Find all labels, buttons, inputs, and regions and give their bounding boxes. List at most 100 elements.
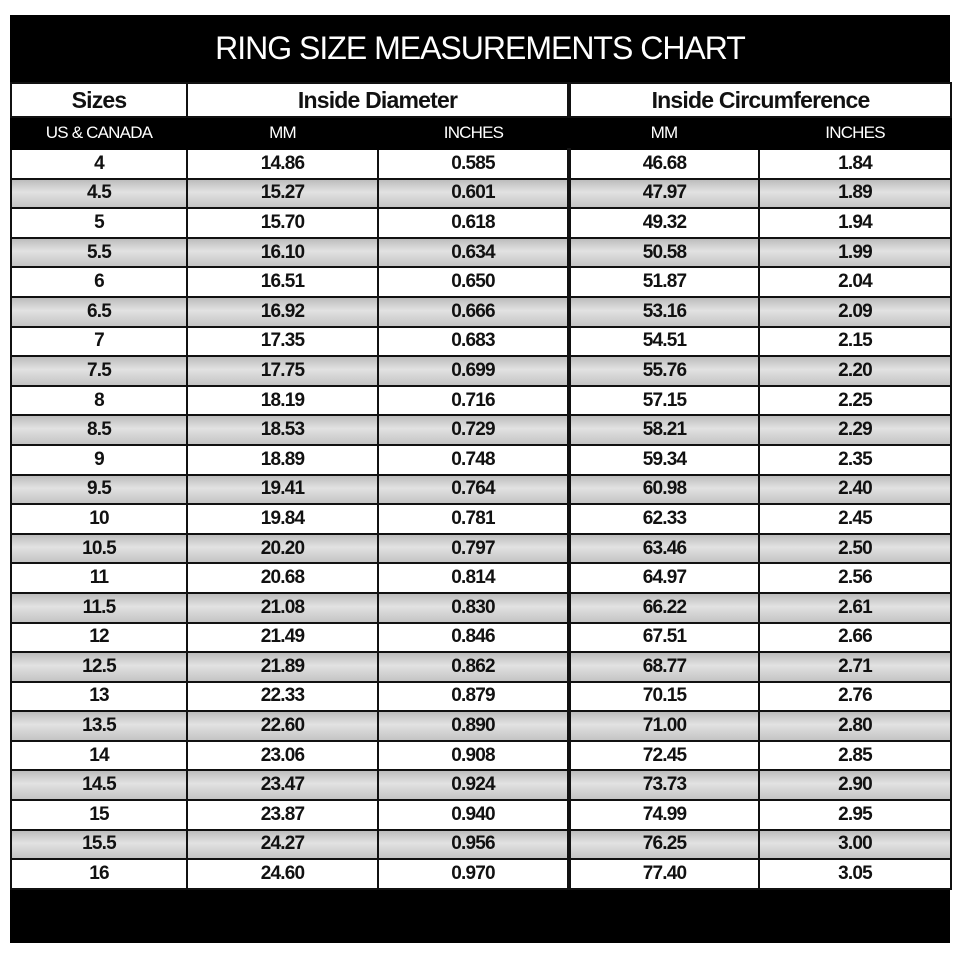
table-row: 9.5 19.41 0.764 60.98 2.40 xyxy=(10,473,953,506)
subheader-diameter-inches: INCHES xyxy=(376,116,571,150)
cell-circumference-mm: 72.45 xyxy=(568,739,761,772)
cell-diameter-inches: 0.716 xyxy=(376,384,572,417)
cell-circumference-inches: 1.89 xyxy=(758,177,953,210)
cell-size: 10 xyxy=(10,503,188,535)
chart-title: RING SIZE MEASUREMENTS CHART xyxy=(215,30,746,66)
cell-circumference-inches: 1.84 xyxy=(758,148,953,180)
header-sizes: Sizes xyxy=(10,82,188,118)
table-row: 4 14.86 0.585 46.68 1.84 xyxy=(10,148,953,180)
cell-size: 13.5 xyxy=(10,710,188,742)
cell-diameter-inches: 0.908 xyxy=(376,739,572,772)
cell-diameter-inches: 0.618 xyxy=(376,207,572,239)
cell-diameter-mm: 23.47 xyxy=(186,769,379,802)
table-row: 7.5 17.75 0.699 55.76 2.20 xyxy=(10,355,953,387)
table-row: 6.5 16.92 0.666 53.16 2.09 xyxy=(10,295,953,328)
cell-diameter-inches: 0.683 xyxy=(376,325,572,358)
cell-diameter-mm: 19.41 xyxy=(186,473,379,506)
cell-diameter-mm: 17.35 xyxy=(186,325,379,358)
table-row: 8.5 18.53 0.729 58.21 2.29 xyxy=(10,414,953,446)
cell-circumference-mm: 47.97 xyxy=(568,177,761,210)
cell-diameter-mm: 22.33 xyxy=(186,680,379,713)
cell-diameter-mm: 16.51 xyxy=(186,266,379,298)
table-row: 13.5 22.60 0.890 71.00 2.80 xyxy=(10,710,953,742)
cell-size: 7 xyxy=(10,325,188,358)
cell-diameter-inches: 0.956 xyxy=(376,828,572,861)
cell-diameter-mm: 21.49 xyxy=(186,621,379,654)
cell-circumference-mm: 76.25 xyxy=(568,828,761,861)
table-row: 5.5 16.10 0.634 50.58 1.99 xyxy=(10,236,953,269)
cell-circumference-inches: 2.04 xyxy=(758,266,953,298)
cell-circumference-mm: 73.73 xyxy=(568,769,761,802)
subheader-circumference-inches: INCHES xyxy=(758,116,953,150)
header-inside-diameter: Inside Diameter xyxy=(185,82,572,118)
cell-diameter-inches: 0.879 xyxy=(376,680,572,713)
cell-size: 14 xyxy=(10,739,188,772)
table-row: 11.5 21.08 0.830 66.22 2.61 xyxy=(10,591,953,624)
cell-size: 4.5 xyxy=(10,177,188,210)
cell-diameter-mm: 24.27 xyxy=(186,828,379,861)
cell-circumference-inches: 2.85 xyxy=(758,739,953,772)
cell-size: 8 xyxy=(10,384,188,417)
table-row: 4.5 15.27 0.601 47.97 1.89 xyxy=(10,177,953,210)
table-row: 15.5 24.27 0.956 76.25 3.00 xyxy=(10,828,953,861)
table-row: 9 18.89 0.748 59.34 2.35 xyxy=(10,443,953,476)
cell-circumference-inches: 2.56 xyxy=(758,562,953,594)
cell-circumference-inches: 2.45 xyxy=(758,503,953,535)
cell-circumference-mm: 58.21 xyxy=(568,414,761,446)
table-row: 13 22.33 0.879 70.15 2.76 xyxy=(10,680,953,713)
table-row: 14.5 23.47 0.924 73.73 2.90 xyxy=(10,769,953,802)
cell-circumference-inches: 3.00 xyxy=(758,828,953,861)
cell-diameter-inches: 0.666 xyxy=(376,295,572,328)
cell-circumference-mm: 53.16 xyxy=(568,295,761,328)
cell-circumference-inches: 2.61 xyxy=(758,591,953,624)
cell-diameter-inches: 0.764 xyxy=(376,473,572,506)
cell-circumference-mm: 66.22 xyxy=(568,591,761,624)
cell-circumference-inches: 1.94 xyxy=(758,207,953,239)
cell-circumference-mm: 71.00 xyxy=(568,710,761,742)
sub-header-row: US & CANADA MM INCHES MM INCHES xyxy=(10,116,953,150)
cell-diameter-mm: 16.10 xyxy=(186,236,379,269)
cell-diameter-inches: 0.846 xyxy=(376,621,572,654)
cell-diameter-mm: 23.87 xyxy=(186,799,379,831)
cell-circumference-inches: 2.20 xyxy=(758,355,953,387)
cell-circumference-inches: 2.25 xyxy=(758,384,953,417)
cell-size: 16 xyxy=(10,858,188,890)
cell-circumference-inches: 2.35 xyxy=(758,443,953,476)
cell-circumference-mm: 54.51 xyxy=(568,325,761,358)
cell-diameter-mm: 20.20 xyxy=(186,532,379,565)
header-inside-circumference: Inside Circumference xyxy=(568,82,953,118)
cell-circumference-inches: 2.09 xyxy=(758,295,953,328)
cell-diameter-inches: 0.970 xyxy=(376,858,572,890)
cell-size: 15.5 xyxy=(10,828,188,861)
ring-size-chart: RING SIZE MEASUREMENTS CHART Sizes Insid… xyxy=(10,15,953,943)
cell-circumference-mm: 57.15 xyxy=(568,384,761,417)
cell-diameter-mm: 18.19 xyxy=(186,384,379,417)
cell-size: 4 xyxy=(10,148,188,180)
cell-size: 11 xyxy=(10,562,188,594)
table-row: 10.5 20.20 0.797 63.46 2.50 xyxy=(10,532,953,565)
cell-diameter-inches: 0.830 xyxy=(376,591,572,624)
cell-diameter-inches: 0.797 xyxy=(376,532,572,565)
cell-size: 6.5 xyxy=(10,295,188,328)
cell-diameter-mm: 18.53 xyxy=(186,414,379,446)
cell-diameter-inches: 0.601 xyxy=(376,177,572,210)
cell-diameter-mm: 24.60 xyxy=(186,858,379,890)
cell-circumference-mm: 68.77 xyxy=(568,651,761,683)
table-row: 14 23.06 0.908 72.45 2.85 xyxy=(10,739,953,772)
ring-size-table: Sizes Inside Diameter Inside Circumferen… xyxy=(10,82,953,890)
cell-circumference-inches: 2.95 xyxy=(758,799,953,831)
cell-circumference-mm: 67.51 xyxy=(568,621,761,654)
cell-diameter-mm: 21.08 xyxy=(186,591,379,624)
cell-diameter-inches: 0.940 xyxy=(376,799,572,831)
cell-size: 13 xyxy=(10,680,188,713)
cell-size: 9.5 xyxy=(10,473,188,506)
cell-diameter-inches: 0.634 xyxy=(376,236,572,269)
cell-diameter-inches: 0.748 xyxy=(376,443,572,476)
table-row: 11 20.68 0.814 64.97 2.56 xyxy=(10,562,953,594)
cell-diameter-mm: 21.89 xyxy=(186,651,379,683)
cell-circumference-inches: 2.76 xyxy=(758,680,953,713)
table-row: 6 16.51 0.650 51.87 2.04 xyxy=(10,266,953,298)
cell-circumference-inches: 2.90 xyxy=(758,769,953,802)
cell-size: 5 xyxy=(10,207,188,239)
cell-diameter-mm: 20.68 xyxy=(186,562,379,594)
